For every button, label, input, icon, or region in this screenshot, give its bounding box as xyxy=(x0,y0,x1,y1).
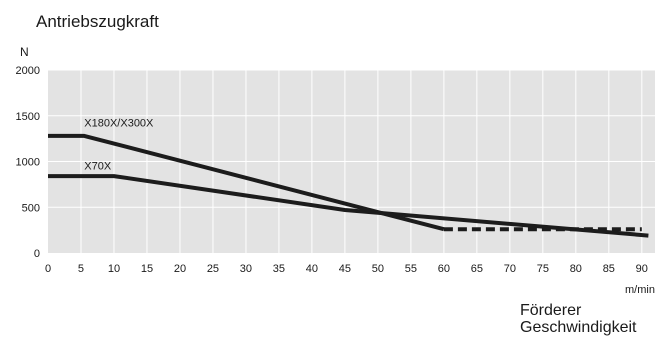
y-tick-label: 0 xyxy=(34,248,40,260)
x-axis-caption-line-1: Förderer xyxy=(520,302,582,319)
x-tick-label: 70 xyxy=(504,263,516,275)
y-tick-label: 1000 xyxy=(16,157,40,169)
x-tick-label: 85 xyxy=(603,263,615,275)
x-tick-label: 50 xyxy=(372,263,384,275)
x-axis-ticks: 0 5 10 15 20 25 30 35 40 45 50 55 60 65 70 75 80 85 90 xyxy=(45,263,648,275)
x-tick-label: 45 xyxy=(339,263,351,275)
x-tick-label: 60 xyxy=(438,263,450,275)
x-tick-label: 90 xyxy=(636,263,648,275)
x-tick-label: 0 xyxy=(45,263,51,275)
x-axis-caption-line-2: Geschwindigkeit xyxy=(520,319,637,336)
y-tick-label: 2000 xyxy=(16,65,40,77)
x-tick-label: 15 xyxy=(141,263,153,275)
y-tick-label: 500 xyxy=(22,202,40,214)
y-axis-ticks: 0 500 1000 1500 2000 xyxy=(16,65,40,260)
x-tick-label: 20 xyxy=(174,263,186,275)
x-tick-label: 80 xyxy=(570,263,582,275)
x-tick-label: 40 xyxy=(306,263,318,275)
series-line xyxy=(48,174,649,238)
series-line xyxy=(48,133,445,232)
series-label: X70X xyxy=(84,160,112,172)
x-axis-unit: m/min xyxy=(625,284,655,296)
x-tick-label: 25 xyxy=(207,263,219,275)
series-lines xyxy=(48,133,649,238)
x-tick-label: 5 xyxy=(78,263,84,275)
series-labels: X180X/X300X X70X xyxy=(84,118,154,173)
x-tick-label: 35 xyxy=(273,263,285,275)
series-label: X180X/X300X xyxy=(84,118,154,130)
chart-title: Antriebszugkraft xyxy=(36,12,159,31)
y-axis-label: N xyxy=(20,45,29,59)
x-tick-label: 30 xyxy=(240,263,252,275)
x-tick-label: 10 xyxy=(108,263,120,275)
x-tick-label: 55 xyxy=(405,263,417,275)
x-tick-label: 65 xyxy=(471,263,483,275)
x-tick-label: 75 xyxy=(537,263,549,275)
y-tick-label: 1500 xyxy=(16,111,40,123)
x-axis-caption: Förderer Geschwindigkeit xyxy=(520,302,637,336)
